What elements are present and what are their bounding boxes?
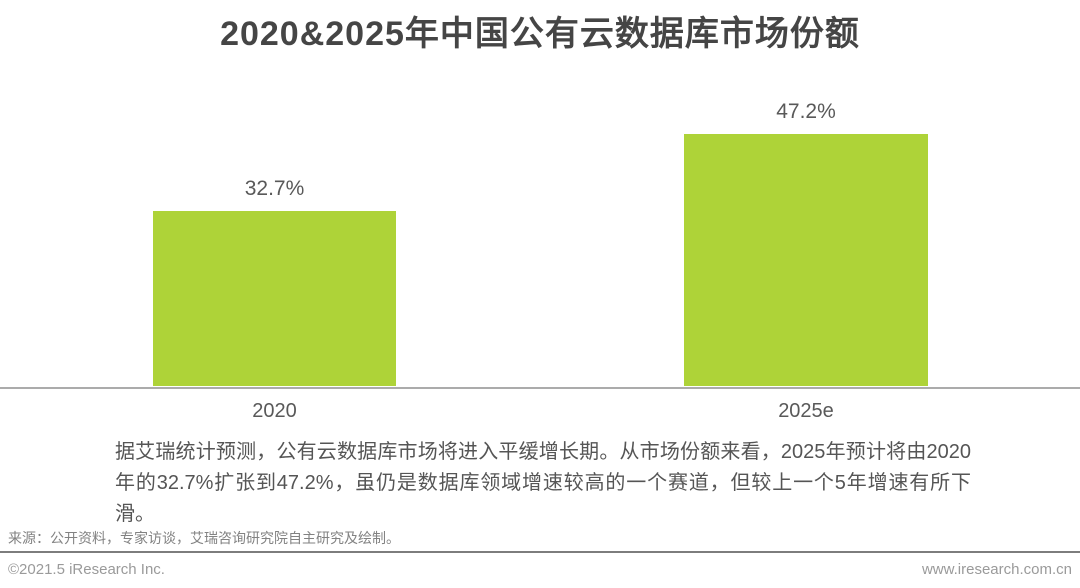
- x-axis-label-2025e: 2025e: [778, 400, 834, 422]
- bar-group-2020: 32.7%: [153, 177, 396, 386]
- bar-value-label-2020: 32.7%: [244, 177, 305, 200]
- bar-2025e: [684, 134, 928, 386]
- bar-value-label-2025e: 47.2%: [776, 100, 836, 123]
- website-url: www.iresearch.com.cn: [921, 561, 1072, 578]
- bar-group-2025e: 47.2%: [684, 100, 928, 386]
- description-text: 据艾瑞统计预测，公有云数据库市场将进入平缓增长期。从市场份额来看，2025年预计…: [115, 441, 971, 525]
- x-axis-line: [0, 387, 1080, 389]
- bar-chart-plot: 32.7% 47.2%: [0, 100, 1080, 389]
- source-note: 来源：公开资料，专家访谈，艾瑞咨询研究院自主研究及绘制。: [8, 530, 400, 546]
- copyright-text: ©2021.5 iResearch Inc.: [8, 561, 165, 578]
- footer-divider: [0, 551, 1080, 553]
- bar-2020: [153, 211, 396, 386]
- page-title: 2020&2025年中国公有云数据库市场份额: [220, 15, 860, 53]
- x-axis-label-2020: 2020: [252, 400, 297, 422]
